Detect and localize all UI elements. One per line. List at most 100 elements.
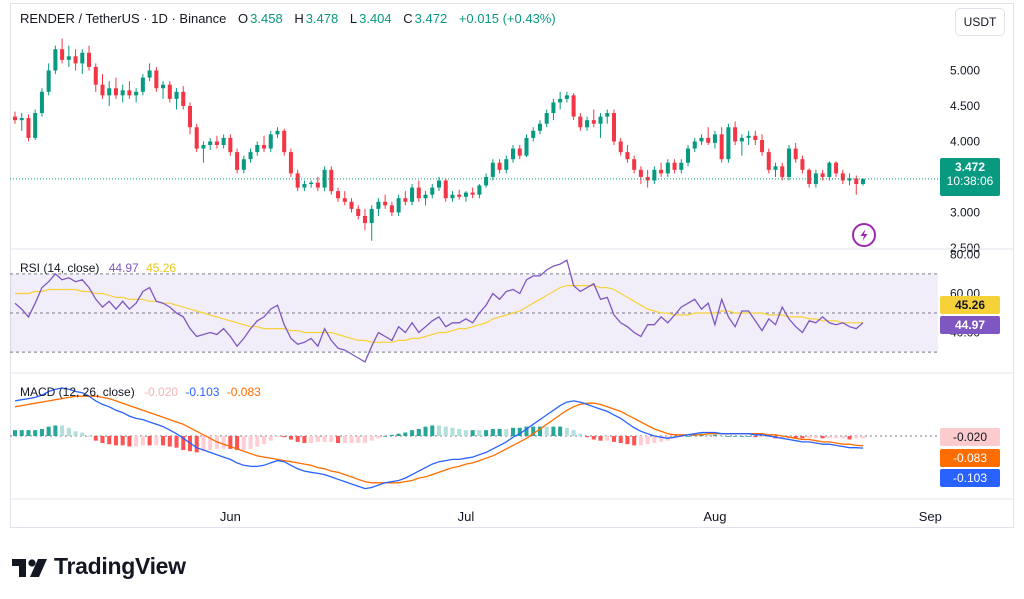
candle-body xyxy=(598,116,603,124)
candle-body xyxy=(362,215,367,224)
rsi-line xyxy=(14,259,864,363)
macd-histogram-bar xyxy=(430,425,435,436)
macd-histogram-bar xyxy=(322,436,327,442)
candle-body xyxy=(336,191,341,199)
macd-histogram-bar xyxy=(228,436,233,449)
candle-body xyxy=(134,91,139,96)
macd-histogram-bar xyxy=(544,426,549,436)
macd-histogram-bar xyxy=(558,426,563,436)
candle-body xyxy=(113,88,118,96)
rsi-legend[interactable]: RSI (14, close) 44.97 45.26 xyxy=(20,261,178,275)
candle-body xyxy=(638,169,643,177)
candle-body xyxy=(275,130,280,135)
macd-histogram-bar xyxy=(140,436,145,446)
macd-histogram-bar xyxy=(598,436,603,441)
candle-body xyxy=(322,169,327,188)
candle-body xyxy=(376,201,381,209)
candle-body xyxy=(295,173,300,188)
macd-histogram-bar xyxy=(847,436,852,440)
lightning-icon[interactable] xyxy=(852,223,876,247)
macd-legend[interactable]: MACD (12, 26, close) -0.020 -0.103 -0.08… xyxy=(20,385,263,399)
price-axis[interactable]: 5.000 4.500 4.000 3.000 2.500 xyxy=(950,63,980,254)
candle-body xyxy=(760,140,765,153)
candle-body xyxy=(33,113,38,138)
tradingview-logo[interactable]: TradingView xyxy=(12,553,186,580)
price-tick-label: 5.000 xyxy=(950,63,980,77)
macd-histogram-bar xyxy=(618,436,623,444)
macd-histogram-bar xyxy=(248,436,253,449)
candle-body xyxy=(692,141,697,149)
candle-body xyxy=(591,120,596,124)
candle-body xyxy=(248,152,253,160)
macd-histogram-bar xyxy=(154,436,159,446)
candle-body xyxy=(383,201,388,206)
candle-body xyxy=(659,169,664,174)
macd-histogram-bar xyxy=(638,436,643,446)
macd-histogram-bar xyxy=(605,436,610,441)
candle-body xyxy=(585,120,590,128)
macd-histogram-bar xyxy=(854,436,859,439)
macd-histogram-bar xyxy=(383,436,388,437)
macd-histogram-bar xyxy=(531,426,536,436)
currency-button[interactable]: USDT xyxy=(955,8,1005,36)
macd-label: MACD (12, 26, close) xyxy=(20,385,135,399)
candle-body xyxy=(410,187,415,202)
candle-body xyxy=(685,148,691,163)
macd-histogram-bar xyxy=(181,436,186,451)
macd-histogram-bar xyxy=(733,436,738,437)
macd-histogram-bar xyxy=(793,436,798,439)
time-tick-label: Aug xyxy=(703,509,726,524)
chart-canvas[interactable]: 5.000 4.500 4.000 3.000 2.500 80.0060.0040.0… xyxy=(0,0,1024,540)
rsi-tick-label: 80.00 xyxy=(950,247,980,261)
macd-legend-value: -0.103 xyxy=(185,385,220,399)
macd-histogram-bar xyxy=(739,436,744,437)
macd-histogram-bar xyxy=(113,436,118,446)
candle-body xyxy=(228,137,233,153)
macd-histogram-bar xyxy=(860,436,866,439)
candle-body xyxy=(73,56,78,64)
candle-body xyxy=(706,137,711,143)
candle-body xyxy=(564,95,569,99)
macd-histogram-bar xyxy=(60,425,65,436)
candle-body xyxy=(39,91,44,114)
candle-body xyxy=(221,137,226,145)
macd-histogram-bar xyxy=(329,436,334,442)
rsi-ma-legend-value: 45.26 xyxy=(146,261,177,275)
rsi-legend-value: 44.97 xyxy=(108,261,139,275)
price-tick-label: 2.500 xyxy=(950,241,980,255)
macd-histogram-bar xyxy=(827,436,832,439)
candle-body xyxy=(201,145,206,149)
macd-histogram-bar xyxy=(423,426,428,436)
candle-body xyxy=(672,162,677,170)
macd-histogram-bar xyxy=(369,436,374,441)
candle-body xyxy=(315,182,320,188)
close-value: 3.472 xyxy=(414,11,448,26)
macd-histogram-bar xyxy=(591,436,596,440)
macd-histogram-bar xyxy=(33,430,38,436)
candle-body xyxy=(309,182,314,185)
candle-body xyxy=(457,194,462,197)
macd-histogram-bar xyxy=(712,434,717,436)
macd-histogram-bar xyxy=(780,436,785,439)
symbol-title[interactable]: RENDER / TetherUS · 1D · Binance xyxy=(20,11,227,26)
macd-histogram-bar xyxy=(261,436,267,445)
candle-body xyxy=(194,127,199,149)
candle-body xyxy=(820,173,825,177)
candle-body xyxy=(463,192,468,197)
macd-histogram-bar xyxy=(362,436,367,444)
candle-body xyxy=(356,208,361,216)
macd-histogram-bar xyxy=(820,436,825,439)
macd-histogram-bar xyxy=(585,436,590,438)
macd-histogram-bar xyxy=(389,434,394,436)
candle-body xyxy=(430,187,435,195)
macd-histogram-bar xyxy=(504,428,509,436)
macd-histogram-bar xyxy=(87,436,92,437)
candle-body xyxy=(450,194,455,199)
candle-body xyxy=(511,148,516,160)
candle-body xyxy=(19,118,24,121)
signal-tag: -0.083 xyxy=(940,449,1000,467)
time-axis[interactable]: Jun Jul Aug Sep xyxy=(220,509,942,524)
open-value: 3.458 xyxy=(250,11,283,26)
macd-histogram-bar xyxy=(315,436,320,442)
